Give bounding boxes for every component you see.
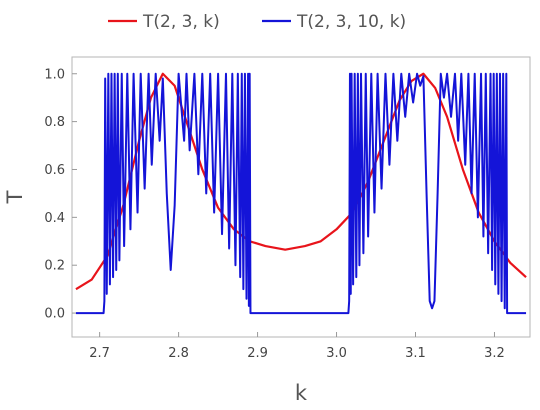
series-line-1 <box>75 72 527 315</box>
series-line-0 <box>75 72 527 291</box>
x-tick-label: 3.0 <box>326 346 347 361</box>
legend-label-0: T(2, 3, k) <box>142 12 220 32</box>
plot-frame <box>71 56 531 338</box>
y-axis-label: T <box>3 190 27 204</box>
y-tick-label: 0.8 <box>44 115 65 130</box>
legend: T(2, 3, k) T(2, 3, 10, k) <box>108 12 406 32</box>
y-tick-label: 1.0 <box>44 67 65 82</box>
axis-ticks: 2.7 2.8 2.9 3.0 3.1 3.2 0.0 0.2 0.4 0.6 0.8 1.0 <box>44 67 504 361</box>
y-tick-label: 0.4 <box>44 211 65 226</box>
x-tick-label: 2.8 <box>168 346 189 361</box>
y-tick-label: 0.2 <box>44 259 65 274</box>
y-tick-label: 0.0 <box>44 307 65 322</box>
legend-label-1: T(2, 3, 10, k) <box>296 12 406 32</box>
y-tick-label: 0.6 <box>44 163 65 178</box>
x-tick-label: 2.9 <box>247 346 268 361</box>
x-tick-label: 3.1 <box>405 346 426 361</box>
x-tick-label: 2.7 <box>89 346 110 361</box>
x-tick-label: 3.2 <box>484 346 505 361</box>
series-layer <box>75 72 527 315</box>
x-axis-label: k <box>295 381 308 405</box>
